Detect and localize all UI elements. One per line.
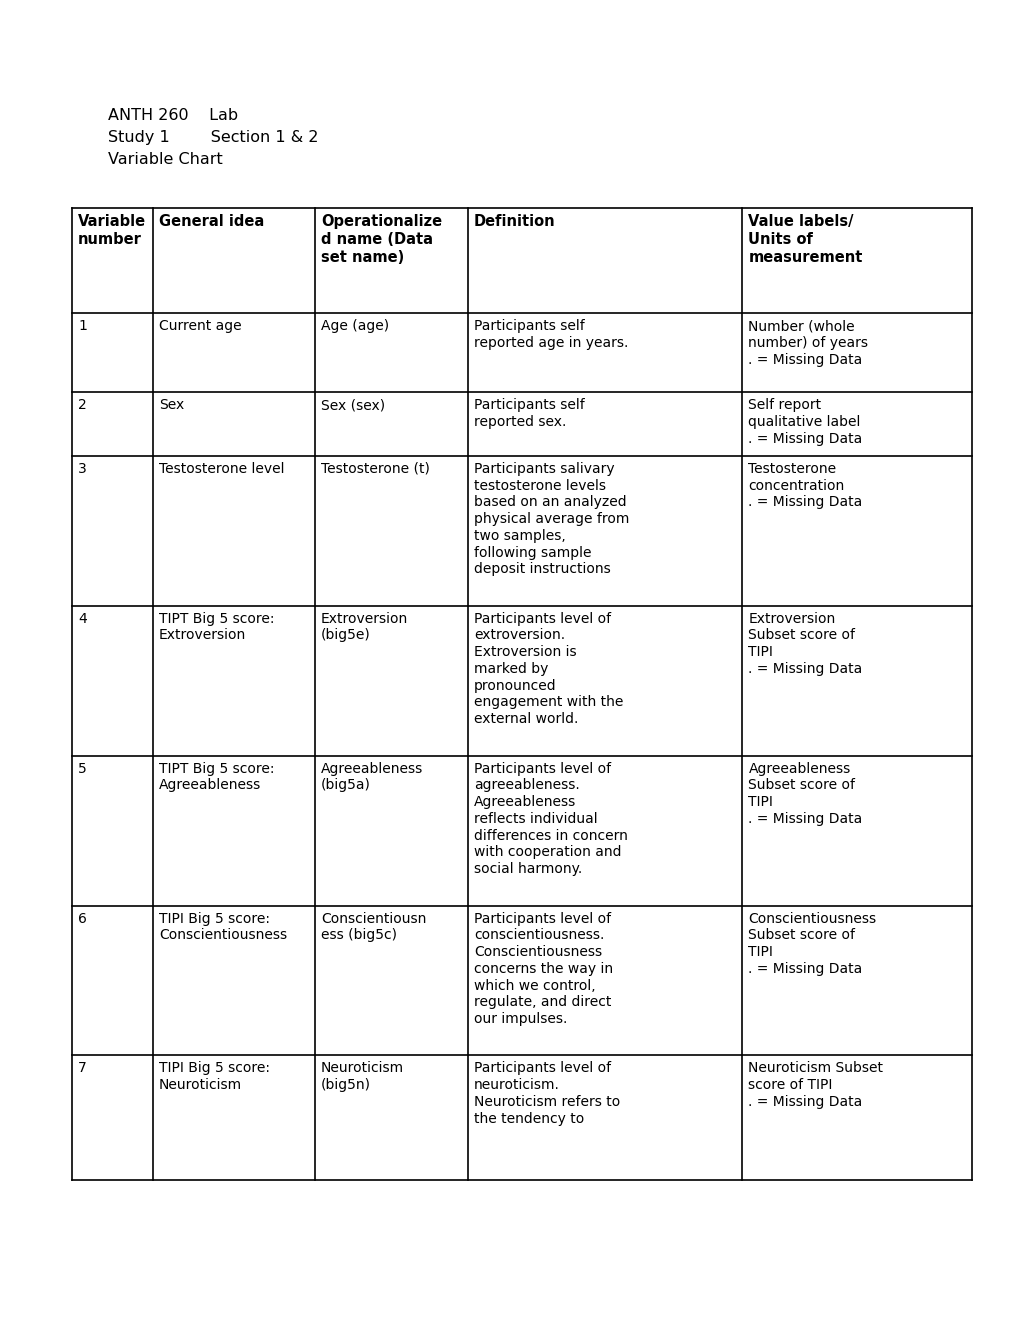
Text: Agreeableness
(big5a): Agreeableness (big5a) — [321, 762, 423, 792]
Text: Participants self
reported sex.: Participants self reported sex. — [474, 399, 584, 429]
Text: Testosterone (t): Testosterone (t) — [321, 462, 429, 475]
Text: Definition: Definition — [474, 214, 555, 228]
Text: Variable Chart: Variable Chart — [108, 152, 222, 168]
Text: Testosterone level: Testosterone level — [159, 462, 284, 475]
Text: Conscientiousn
ess (big5c): Conscientiousn ess (big5c) — [321, 912, 426, 942]
Text: Self report
qualitative label
. = Missing Data: Self report qualitative label . = Missin… — [748, 399, 862, 446]
Text: 2: 2 — [77, 399, 87, 412]
Text: Participants self
reported age in years.: Participants self reported age in years. — [474, 319, 628, 350]
Text: Conscientiousness
Subset score of
TIPI
. = Missing Data: Conscientiousness Subset score of TIPI .… — [748, 912, 875, 975]
Text: 6: 6 — [77, 912, 87, 925]
Text: General idea: General idea — [159, 214, 264, 228]
Text: Participants salivary
testosterone levels
based on an analyzed
physical average : Participants salivary testosterone level… — [474, 462, 629, 577]
Text: 7: 7 — [77, 1061, 87, 1076]
Text: Number (whole
number) of years
. = Missing Data: Number (whole number) of years . = Missi… — [748, 319, 867, 367]
Text: 5: 5 — [77, 762, 87, 776]
Text: TIPI Big 5 score:
Conscientiousness: TIPI Big 5 score: Conscientiousness — [159, 912, 286, 942]
Text: Participants level of
neuroticism.
Neuroticism refers to
the tendency to: Participants level of neuroticism. Neuro… — [474, 1061, 620, 1126]
Text: Participants level of
agreeableness.
Agreeableness
reflects individual
differenc: Participants level of agreeableness. Agr… — [474, 762, 628, 876]
Text: Neuroticism Subset
score of TIPI
. = Missing Data: Neuroticism Subset score of TIPI . = Mis… — [748, 1061, 882, 1109]
Text: Sex (sex): Sex (sex) — [321, 399, 385, 412]
Text: Current age: Current age — [159, 319, 242, 334]
Text: Extroversion
Subset score of
TIPI
. = Missing Data: Extroversion Subset score of TIPI . = Mi… — [748, 611, 862, 676]
Text: Study 1        Section 1 & 2: Study 1 Section 1 & 2 — [108, 129, 318, 145]
Text: Variable
number: Variable number — [77, 214, 146, 247]
Text: 1: 1 — [77, 319, 87, 334]
Text: Neuroticism
(big5n): Neuroticism (big5n) — [321, 1061, 404, 1092]
Text: Testosterone
concentration
. = Missing Data: Testosterone concentration . = Missing D… — [748, 462, 862, 510]
Text: Sex: Sex — [159, 399, 184, 412]
Text: Operationalize
d name (Data
set name): Operationalize d name (Data set name) — [321, 214, 441, 265]
Text: ANTH 260    Lab: ANTH 260 Lab — [108, 108, 237, 123]
Text: Participants level of
conscientiousness.
Conscientiousness
concerns the way in
w: Participants level of conscientiousness.… — [474, 912, 612, 1026]
Text: 4: 4 — [77, 611, 87, 626]
Text: TIPT Big 5 score:
Extroversion: TIPT Big 5 score: Extroversion — [159, 611, 274, 643]
Text: TIPI Big 5 score:
Neuroticism: TIPI Big 5 score: Neuroticism — [159, 1061, 270, 1092]
Text: Age (age): Age (age) — [321, 319, 388, 334]
Text: Participants level of
extroversion.
Extroversion is
marked by
pronounced
engagem: Participants level of extroversion. Extr… — [474, 611, 623, 726]
Text: TIPT Big 5 score:
Agreeableness: TIPT Big 5 score: Agreeableness — [159, 762, 274, 792]
Text: 3: 3 — [77, 462, 87, 475]
Text: Value labels/
Units of
measurement: Value labels/ Units of measurement — [748, 214, 862, 265]
Text: Extroversion
(big5e): Extroversion (big5e) — [321, 611, 408, 643]
Text: Agreeableness
Subset score of
TIPI
. = Missing Data: Agreeableness Subset score of TIPI . = M… — [748, 762, 862, 826]
